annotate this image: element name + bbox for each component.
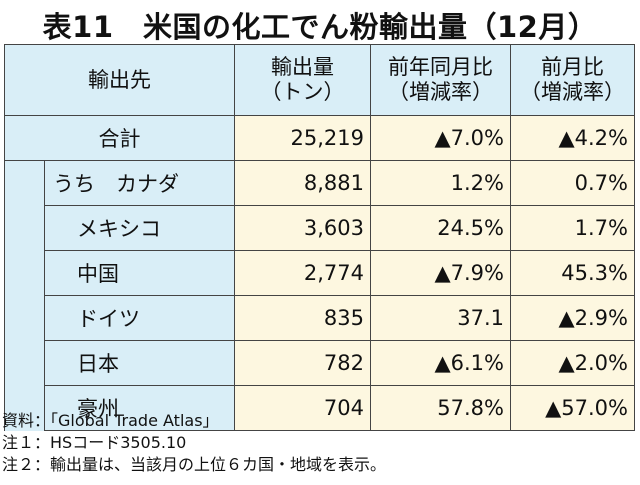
row-mom: ▲2.0% bbox=[510, 340, 635, 386]
table-title: 表11 米国の化工でん粉輸出量（12月） bbox=[42, 10, 598, 44]
row-name: うち カナダ bbox=[44, 160, 235, 206]
row-mom: ▲57.0% bbox=[510, 385, 635, 431]
row-name: 豪州 bbox=[44, 385, 235, 431]
header-volume-line1: 輸出量 bbox=[271, 55, 334, 79]
row-name: メキシコ bbox=[44, 205, 235, 251]
header-mom-line2: （増減率） bbox=[520, 80, 625, 104]
row-name: ドイツ bbox=[44, 295, 235, 341]
table-row-total: 合計 25,219 ▲7.0% ▲4.2% bbox=[4, 115, 635, 161]
header-yoy: 前年同月比 （増減率） bbox=[370, 44, 511, 116]
row-mom: 1.7% bbox=[510, 205, 635, 251]
indent-spacer bbox=[4, 160, 45, 431]
total-name: 合計 bbox=[4, 115, 235, 161]
row-yoy: ▲6.1% bbox=[370, 340, 511, 386]
table-row: 中国 2,774 ▲7.9% 45.3% bbox=[5, 250, 635, 296]
table-row: 日本 782 ▲6.1% ▲2.0% bbox=[5, 340, 635, 386]
footnotes: 資料：「Global Trade Atlas」 注１：HSコード3505.10 … bbox=[2, 410, 386, 476]
row-volume: 782 bbox=[234, 340, 371, 386]
header-volume-line2: （トン） bbox=[260, 80, 345, 104]
row-yoy: 37.1 bbox=[370, 295, 511, 341]
total-mom: ▲4.2% bbox=[510, 115, 635, 161]
row-name: 中国 bbox=[44, 250, 235, 296]
row-yoy: ▲7.9% bbox=[370, 250, 511, 296]
row-volume: 3,603 bbox=[234, 205, 371, 251]
header-row: 輸出先 輸出量 （トン） 前年同月比 （増減率） 前月比 （増減率） bbox=[4, 44, 635, 116]
volume-note: 注２：輸出量は、当該月の上位６カ国・地域を表示。 bbox=[2, 455, 387, 474]
export-table: 輸出先 輸出量 （トン） 前年同月比 （増減率） 前月比 （増減率） 合計 25… bbox=[4, 44, 635, 431]
table-row: ドイツ 835 37.1 ▲2.9% bbox=[5, 295, 635, 341]
row-volume: 835 bbox=[234, 295, 371, 341]
row-mom: ▲2.9% bbox=[510, 295, 635, 341]
total-yoy: ▲7.0% bbox=[370, 115, 511, 161]
header-destination: 輸出先 bbox=[4, 44, 235, 116]
row-yoy: 57.8% bbox=[370, 385, 511, 431]
header-yoy-line2: （増減率） bbox=[388, 80, 493, 104]
table-row: メキシコ 3,603 24.5% 1.7% bbox=[5, 205, 635, 251]
header-yoy-line1: 前年同月比 bbox=[388, 55, 493, 79]
row-mom: 45.3% bbox=[510, 250, 635, 296]
row-yoy: 1.2% bbox=[370, 160, 511, 206]
table-row: うち カナダ 8,881 1.2% 0.7% bbox=[4, 160, 635, 431]
header-volume: 輸出量 （トン） bbox=[234, 44, 371, 116]
source-note: 資料：「Global Trade Atlas」 bbox=[2, 411, 219, 430]
table-row: 豪州 704 57.8% ▲57.0% bbox=[5, 385, 635, 431]
row-name: 日本 bbox=[44, 340, 235, 386]
hs-code-note: 注１：HSコード3505.10 bbox=[2, 433, 187, 452]
row-volume: 2,774 bbox=[234, 250, 371, 296]
row-yoy: 24.5% bbox=[370, 205, 511, 251]
header-mom: 前月比 （増減率） bbox=[510, 44, 635, 116]
header-mom-line1: 前月比 bbox=[541, 55, 604, 79]
row-volume: 8,881 bbox=[234, 160, 371, 206]
row-mom: 0.7% bbox=[510, 160, 635, 206]
total-volume: 25,219 bbox=[234, 115, 371, 161]
